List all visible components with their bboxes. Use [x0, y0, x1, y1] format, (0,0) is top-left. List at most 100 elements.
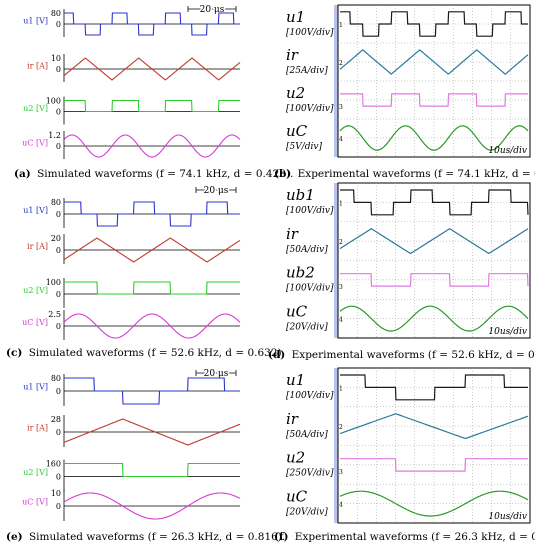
tick-label-zero: 0 [56, 387, 61, 396]
channel-marker: 3 [339, 284, 343, 291]
tick-label-top: 10 [51, 54, 61, 63]
channel-marker: 2 [339, 239, 343, 246]
scope-trace-scale: [20V/div] [286, 322, 328, 332]
scope-trace-name: ub1 [286, 186, 315, 204]
trace-label: u1 [V] [23, 383, 48, 392]
scope-trace-name: u1 [286, 371, 305, 389]
channel-marker: 4 [339, 136, 343, 143]
scope-trace-name: ir [286, 410, 299, 428]
waveform-0 [64, 201, 240, 227]
tick-label-top: 10 [51, 489, 61, 498]
scope-trace-name: uC [286, 487, 308, 505]
caption-a: (a) Simulated waveforms (f = 74.1 kHz, d… [14, 168, 293, 180]
trace-label: u2 [V] [23, 286, 48, 295]
waveform-3 [63, 134, 241, 158]
tick-label-zero: 0 [56, 142, 61, 151]
tick-label-top: 28 [51, 415, 61, 424]
scalebar-label: 20 μs [204, 186, 229, 196]
trace-label: ir [A] [27, 62, 48, 71]
waveform-2 [64, 99, 240, 113]
waveform-1 [63, 418, 241, 446]
trace-label: uC [V] [22, 318, 48, 327]
channel-marker: 1 [339, 200, 343, 207]
trace-label: u1 [V] [23, 206, 48, 215]
caption-e: (e) Simulated waveforms (f = 26.3 kHz, d… [6, 531, 285, 543]
scope-trace-scale: [100V/div] [286, 28, 334, 38]
scope-trace-scale: [100V/div] [286, 391, 334, 401]
scope-trace-2 [340, 273, 529, 287]
tick-label-zero: 0 [56, 322, 61, 331]
tick-label-top: 20 [51, 234, 61, 243]
waveform-2 [64, 281, 240, 295]
scope-trace-name: uC [286, 122, 308, 140]
channel-marker: 2 [339, 60, 343, 67]
panel-d-experimental: 1 ub1 [100V/div] 2 ir [50A/div] 3 ub2 [100V/div]… [286, 182, 531, 339]
tick-label-zero: 0 [56, 108, 61, 117]
channel-marker: 3 [339, 104, 343, 111]
scope-trace-name: u1 [286, 8, 305, 26]
tick-label-zero: 0 [56, 246, 61, 255]
scope-trace-1 [339, 413, 529, 440]
tick-label-zero: 0 [56, 20, 61, 29]
scope-trace-name: uC [286, 302, 308, 320]
waveform-1 [63, 57, 241, 81]
tick-label-top: 80 [51, 374, 61, 383]
tick-label-zero: 0 [56, 428, 61, 437]
scope-trace-2 [340, 458, 528, 472]
scope-timebase: 10us/div [488, 327, 527, 337]
channel-marker: 1 [339, 22, 343, 29]
scope-trace-scale: [100V/div] [286, 284, 334, 294]
scope-trace-scale: [100V/div] [286, 104, 334, 114]
scope-trace-2 [340, 93, 528, 107]
waveform-2 [64, 462, 240, 478]
waveform-3 [63, 313, 241, 339]
scope-trace-0 [340, 189, 529, 216]
panel-b-experimental: 1 u1 [100V/div] 2 ir [25A/div] 3 u2 [100V/div] 4 u… [286, 4, 531, 158]
trace-label: ir [A] [27, 424, 48, 433]
scope-trace-scale: [50A/div] [286, 430, 328, 440]
trace-label: uC [V] [22, 139, 48, 148]
panel-f-experimental: 1 u1 [100V/div] 2 ir [50A/div] 3 u2 [250V/div] 4 u… [286, 367, 531, 524]
tick-label-zero: 0 [56, 210, 61, 219]
scope-trace-scale: [20V/div] [286, 507, 328, 517]
tick-label-top: 1.2 [48, 131, 61, 140]
tick-label-zero: 0 [56, 473, 61, 482]
scope-trace-1 [339, 228, 529, 255]
caption-c: (c) Simulated waveforms (f = 52.6 kHz, d… [6, 347, 285, 359]
scope-timebase: 10us/div [488, 512, 527, 522]
trace-label: u2 [V] [23, 468, 48, 477]
tick-label-top: 80 [51, 198, 61, 207]
tick-label-top: 100 [46, 97, 61, 106]
waveform-1 [63, 237, 241, 263]
trace-label: uC [V] [22, 498, 48, 507]
scope-trace-name: ir [286, 225, 299, 243]
scope-trace-0 [340, 374, 528, 401]
scope-trace-scale: [50A/div] [286, 245, 328, 255]
panel-e-simulated: 20 μs 80 0 u1 [V] 28 0 ir [A] 160 0 u2 [V] 10 0 uC [… [22, 368, 241, 521]
waveform-0 [64, 12, 240, 36]
scope-trace-scale: [5V/div] [286, 142, 322, 152]
scope-edge [334, 368, 338, 523]
trace-label: u1 [V] [23, 17, 48, 26]
scope-trace-3 [339, 125, 529, 151]
channel-marker: 1 [339, 385, 343, 392]
scope-trace-name: ub2 [286, 264, 315, 282]
scope-trace-0 [340, 11, 528, 37]
tick-label-zero: 0 [56, 65, 61, 74]
scope-trace-3 [339, 490, 529, 517]
tick-label-top: 2.5 [48, 310, 61, 319]
tick-label-top: 100 [46, 278, 61, 287]
scope-edge [334, 5, 338, 157]
trace-label: ir [A] [27, 242, 48, 251]
channel-marker: 4 [339, 317, 343, 324]
waveform-0 [64, 377, 240, 405]
tick-label-top: 80 [51, 9, 61, 18]
scope-trace-name: ir [286, 46, 299, 64]
scope-trace-scale: [250V/div] [286, 469, 334, 479]
scalebar-label: 20 μs [204, 369, 229, 379]
channel-marker: 2 [339, 424, 343, 431]
tick-label-top: 160 [46, 460, 61, 469]
scope-timebase: 10us/div [488, 146, 527, 156]
waveform-3 [63, 492, 241, 520]
